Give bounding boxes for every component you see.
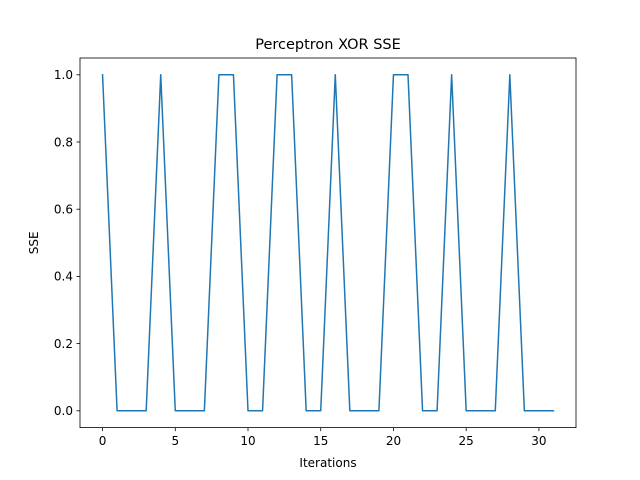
y-tick-label: 1.0 bbox=[54, 68, 73, 82]
x-tick-label: 15 bbox=[313, 434, 328, 448]
x-tick-label: 30 bbox=[531, 434, 546, 448]
series-line-0 bbox=[101, 74, 555, 412]
x-tick-label: 10 bbox=[240, 434, 255, 448]
y-tick-label: 0.4 bbox=[54, 270, 73, 284]
y-axis: 0.0 0.2 0.4 0.6 0.8 1.0 bbox=[54, 68, 80, 418]
y-axis-label: SSE bbox=[27, 231, 41, 254]
axes-frame bbox=[79, 57, 577, 429]
x-tick-label: 20 bbox=[386, 434, 401, 448]
x-axis: 0 5 10 15 20 25 30 bbox=[99, 427, 547, 448]
plot-area bbox=[101, 74, 555, 412]
x-axis-label: Iterations bbox=[299, 456, 356, 470]
x-tick-label: 5 bbox=[171, 434, 179, 448]
y-tick-label: 0.2 bbox=[54, 337, 73, 351]
chart-title: Perceptron XOR SSE bbox=[255, 37, 401, 53]
y-tick-label: 0.6 bbox=[54, 203, 73, 217]
y-tick-label: 0.8 bbox=[54, 135, 73, 149]
x-tick-label: 25 bbox=[459, 434, 474, 448]
y-tick-label: 0.0 bbox=[54, 404, 73, 418]
x-tick-label: 0 bbox=[99, 434, 107, 448]
